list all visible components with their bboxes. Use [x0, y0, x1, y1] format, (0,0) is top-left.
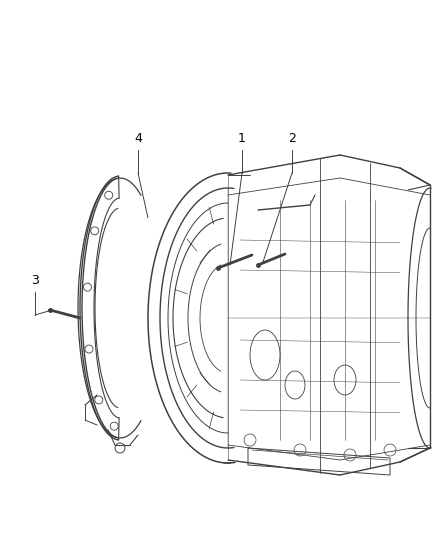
- Text: 3: 3: [31, 273, 39, 287]
- Text: 2: 2: [288, 132, 296, 144]
- Text: 1: 1: [238, 132, 246, 144]
- Text: 4: 4: [134, 132, 142, 144]
